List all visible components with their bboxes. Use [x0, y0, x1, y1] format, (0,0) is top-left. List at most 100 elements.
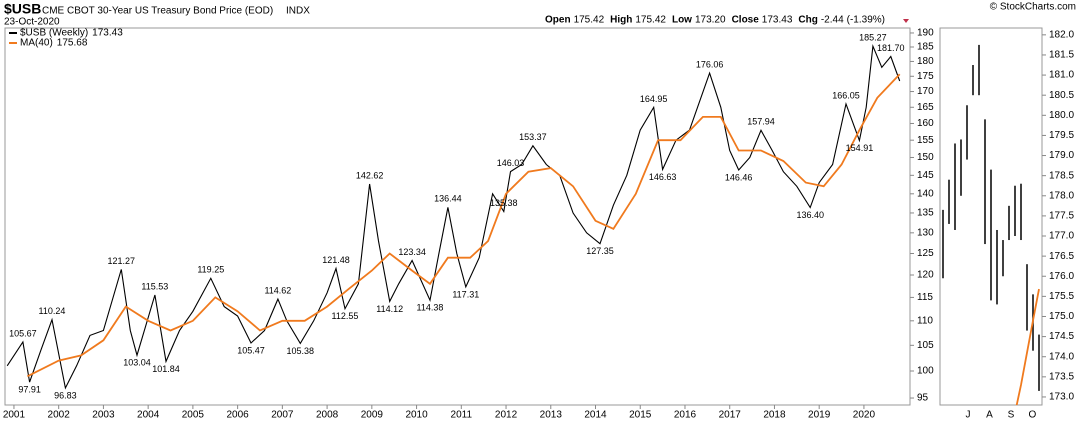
- y-tick-label: 175: [917, 71, 934, 82]
- inset-frame: [939, 27, 1043, 406]
- annotation: 135.38: [490, 198, 518, 208]
- legend-value: 173.43: [92, 28, 123, 39]
- x-tick-label: 2005: [182, 410, 205, 421]
- annotation: 176.06: [696, 59, 724, 69]
- quote-value: 175.42: [574, 15, 605, 26]
- y-tick-label: 180: [917, 56, 934, 67]
- annotation: 146.63: [649, 172, 677, 182]
- y-tick-label: 125: [917, 248, 934, 259]
- credit: © StockCharts.com: [990, 2, 1076, 13]
- y-tick-label: 100: [917, 366, 934, 377]
- x-tick-label: 2016: [674, 410, 697, 421]
- inset-y-tick-label: 176.0: [1049, 271, 1074, 282]
- annotation: 117.31: [452, 289, 479, 299]
- quote-name: Close: [732, 15, 760, 26]
- annotation: 110.24: [39, 306, 66, 316]
- inset-x-tick-label: J: [965, 410, 970, 421]
- y-tick-label: 150: [917, 152, 934, 163]
- inset-y-tick-label: 173.0: [1049, 392, 1074, 403]
- y-tick-label: 190: [917, 28, 934, 39]
- inset-y-tick-label: 174.5: [1049, 331, 1074, 342]
- x-tick-label: 2015: [629, 410, 652, 421]
- exchange: INDX: [286, 6, 310, 17]
- x-tick-label: 2014: [584, 410, 607, 421]
- annotation: 146.46: [725, 172, 753, 182]
- annotation: 157.94: [747, 117, 775, 127]
- quote-value: 173.43: [762, 15, 793, 26]
- annotation: 164.95: [640, 94, 668, 104]
- annotation: 127.35: [586, 246, 614, 256]
- inset-y-tick-label: 176.5: [1049, 251, 1074, 262]
- x-tick-label: 2012: [495, 410, 518, 421]
- annotation: 112.55: [332, 311, 359, 321]
- x-tick-label: 2001: [3, 410, 26, 421]
- quote-name: Open: [545, 15, 571, 26]
- quote-value: 173.20: [695, 15, 726, 26]
- x-tick-label: 2009: [361, 410, 384, 421]
- x-tick-label: 2006: [226, 410, 249, 421]
- inset-area: [942, 44, 1040, 405]
- legend-value: 175.68: [57, 38, 88, 49]
- symbol: $USB: [4, 1, 41, 17]
- annotation: 123.34: [398, 247, 426, 257]
- y-tick-label: 105: [917, 340, 934, 351]
- down-arrow: [903, 19, 909, 23]
- annotation: 103.04: [123, 358, 151, 368]
- quote-name: Chg: [798, 15, 817, 26]
- y-tick-label: 145: [917, 170, 934, 181]
- x-tick-label: 2011: [451, 410, 473, 421]
- inset-y-tick-label: 180.0: [1049, 110, 1074, 121]
- quote-change-pct: (-1.39%): [847, 15, 885, 26]
- annotation: 136.40: [796, 210, 824, 220]
- annotation: 181.70: [877, 43, 905, 53]
- x-tick-label: 2002: [48, 410, 71, 421]
- y-tick-label: 135: [917, 208, 934, 219]
- annotation: 114.62: [264, 286, 291, 296]
- x-tick-label: 2008: [316, 410, 339, 421]
- quote-name: High: [610, 15, 632, 26]
- y-tick-label: 95: [917, 393, 929, 404]
- inset-y-tick-label: 181.0: [1049, 70, 1074, 81]
- inset-y-tick-label: 178.0: [1049, 190, 1074, 201]
- instrument-name: CME CBOT 30-Year US Treasury Bond Price …: [42, 6, 273, 17]
- y-tick-label: 170: [917, 86, 934, 97]
- inset-y-tick-label: 179.0: [1049, 150, 1074, 161]
- inset-y-tick-label: 174.0: [1049, 351, 1074, 362]
- x-tick-label: 2018: [763, 410, 786, 421]
- inset-y-tick-label: 182.0: [1049, 29, 1074, 40]
- annotation: 114.12: [376, 304, 403, 314]
- y-tick-label: 160: [917, 118, 934, 129]
- inset-y-tick-label: 175.5: [1049, 291, 1074, 302]
- date: 23-Oct-2020: [4, 17, 60, 28]
- y-tick-label: 155: [917, 135, 934, 146]
- annotation: 121.48: [322, 255, 350, 265]
- x-tick-label: 2003: [92, 410, 115, 421]
- inset-y-tick-label: 175.0: [1049, 311, 1074, 322]
- annotation: 114.38: [417, 303, 444, 313]
- annotation: 105.67: [9, 328, 37, 338]
- inset-y-tick-label: 177.0: [1049, 231, 1074, 242]
- x-tick-label: 2010: [405, 410, 428, 421]
- x-tick-label: 2019: [808, 410, 831, 421]
- annotation: 96.83: [54, 390, 77, 400]
- inset-x-tick-label: A: [986, 410, 993, 421]
- y-tick-label: 115: [917, 292, 933, 303]
- y-tick-label: 110: [917, 315, 933, 326]
- quote-value: 175.42: [635, 15, 666, 26]
- inset-y-tick-label: 177.5: [1049, 211, 1074, 222]
- annotation: 154.91: [846, 143, 874, 153]
- inset-y-tick-label: 178.5: [1049, 170, 1074, 181]
- annotation: 142.62: [356, 170, 384, 180]
- y-tick-label: 130: [917, 227, 934, 238]
- y-tick-label: 140: [917, 188, 934, 199]
- annotation: 185.27: [859, 33, 887, 43]
- annotation: 101.84: [152, 364, 180, 374]
- x-tick-label: 2007: [271, 410, 294, 421]
- annotation: 115.53: [141, 281, 168, 291]
- quote-name: Low: [672, 15, 692, 26]
- plot-frame: [4, 27, 911, 406]
- annotation: 97.91: [18, 385, 41, 395]
- annotation: 105.38: [286, 346, 314, 356]
- plot-area: [6, 44, 901, 390]
- annotation: 136.44: [434, 194, 462, 204]
